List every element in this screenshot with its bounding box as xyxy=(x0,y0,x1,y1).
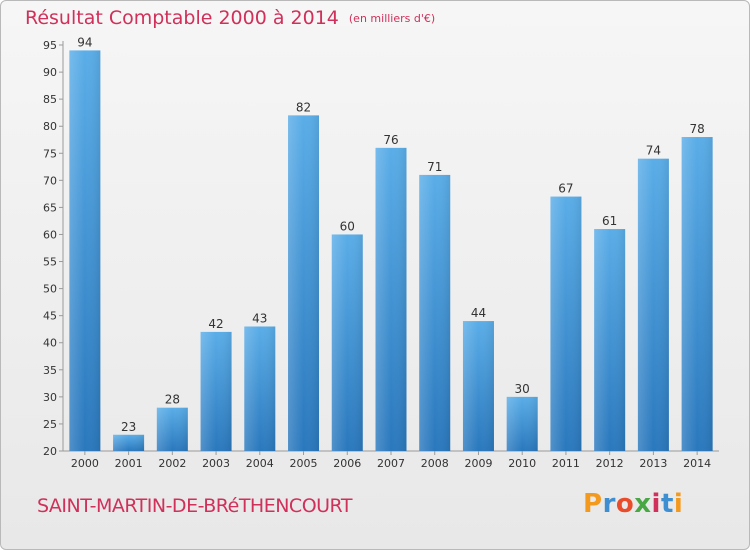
data-label-2013: 74 xyxy=(646,144,661,158)
y-tick-label: 50 xyxy=(43,283,57,296)
x-tick-label-2000: 2000 xyxy=(71,457,99,470)
commune-name: SAINT-MARTIN-DE-BRéTHENCOURT xyxy=(37,495,352,517)
bar-shade-2002 xyxy=(156,407,188,451)
x-tick-label-2003: 2003 xyxy=(202,457,230,470)
y-tick-label: 75 xyxy=(43,147,57,160)
bar-shade-2012 xyxy=(594,229,626,451)
x-tick-label-2008: 2008 xyxy=(421,457,449,470)
data-label-2010: 30 xyxy=(515,382,530,396)
y-tick-label: 35 xyxy=(43,364,57,377)
y-tick-label: 95 xyxy=(43,39,57,52)
y-tick-label: 85 xyxy=(43,93,57,106)
data-label-2004: 43 xyxy=(252,311,267,325)
y-tick-label: 80 xyxy=(43,120,57,133)
bar-shade-2008 xyxy=(419,174,451,452)
y-tick-label: 25 xyxy=(43,418,57,431)
data-label-2012: 61 xyxy=(602,214,617,228)
data-label-2014: 78 xyxy=(689,122,704,136)
data-label-2007: 76 xyxy=(383,133,398,147)
x-tick-label-2013: 2013 xyxy=(639,457,667,470)
chart-title: Résultat Comptable 2000 à 2014 (en millie… xyxy=(25,7,435,29)
y-tick-label: 90 xyxy=(43,66,57,79)
x-tick-label-2006: 2006 xyxy=(333,457,361,470)
x-tick-label-2002: 2002 xyxy=(158,457,186,470)
data-label-2011: 67 xyxy=(558,182,573,196)
y-tick-label: 55 xyxy=(43,256,57,269)
bar-shade-2014 xyxy=(681,137,713,451)
data-label-2001: 23 xyxy=(121,420,136,434)
bar-shade-2001 xyxy=(113,434,145,451)
bar-shade-2011 xyxy=(550,196,582,451)
data-label-2002: 28 xyxy=(165,393,180,407)
bar-shade-2003 xyxy=(200,331,232,451)
y-tick-label: 70 xyxy=(43,174,57,187)
bar-shade-2010 xyxy=(506,396,538,451)
data-label-2006: 60 xyxy=(340,219,355,233)
bar-shade-2007 xyxy=(375,147,407,451)
bar-shade-2004 xyxy=(244,326,276,451)
x-tick-label-2012: 2012 xyxy=(596,457,624,470)
y-tick-label: 30 xyxy=(43,391,57,404)
x-tick-label-2001: 2001 xyxy=(115,457,143,470)
data-label-2000: 94 xyxy=(77,35,92,49)
x-tick-label-2004: 2004 xyxy=(246,457,274,470)
x-tick-label-2007: 2007 xyxy=(377,457,405,470)
data-label-2008: 71 xyxy=(427,160,442,174)
x-tick-label-2014: 2014 xyxy=(683,457,711,470)
bar-shade-2005 xyxy=(288,115,320,451)
y-tick-label: 65 xyxy=(43,201,57,214)
x-tick-label-2011: 2011 xyxy=(552,457,580,470)
bar-shade-2006 xyxy=(331,234,363,451)
chart-unit: (en milliers d'€) xyxy=(348,12,436,25)
y-tick-label: 20 xyxy=(43,445,57,458)
y-tick-label: 45 xyxy=(43,310,57,323)
data-label-2005: 82 xyxy=(296,100,311,114)
x-tick-label-2010: 2010 xyxy=(508,457,536,470)
chart-title-text: Résultat Comptable 2000 à 2014 xyxy=(25,7,339,29)
bar-shade-2013 xyxy=(637,158,669,451)
y-tick-label: 60 xyxy=(43,228,57,241)
x-tick-label-2005: 2005 xyxy=(290,457,318,470)
bar-shade-2000 xyxy=(69,50,101,452)
data-label-2009: 44 xyxy=(471,306,486,320)
data-label-2003: 42 xyxy=(208,317,223,331)
bar-shade-2009 xyxy=(462,321,494,451)
x-tick-label-2009: 2009 xyxy=(464,457,492,470)
proxiti-logo: Proxiti xyxy=(583,489,684,519)
y-tick-label: 40 xyxy=(43,337,57,350)
